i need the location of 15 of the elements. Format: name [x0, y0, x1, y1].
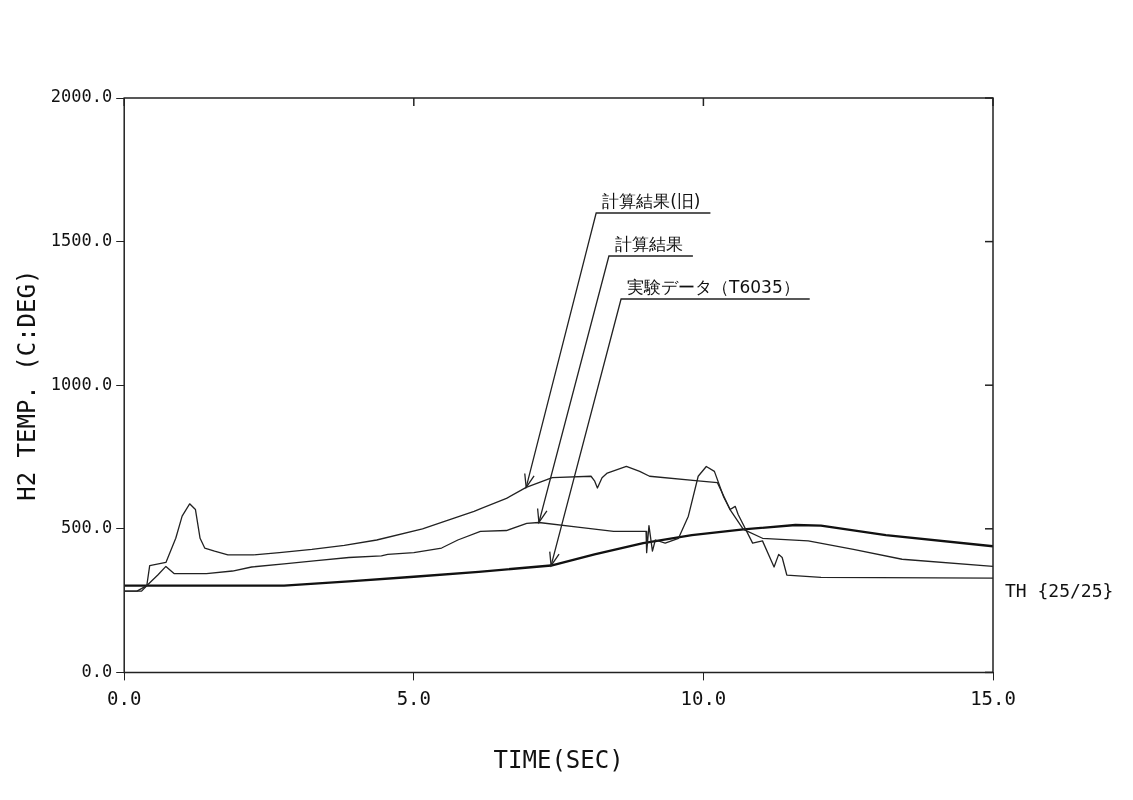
x-axis-title: TIME(SEC) [493, 745, 624, 774]
y-tick-label: 1500.0 [50, 230, 113, 251]
x-tick-label: 15.0 [970, 686, 1016, 709]
annotation: 実験データ（T6035） [627, 277, 800, 297]
annotation: 計算結果 [614, 234, 683, 254]
y-tick-label: 500.0 [61, 517, 113, 538]
y-axis-title: H2 TEMP. (C:DEG) [12, 269, 41, 501]
x-tick-label: 10.0 [680, 686, 727, 709]
x-tick-label: 0.0 [107, 686, 142, 709]
y-tick-label: 1000.0 [50, 373, 113, 394]
y-tick-label: 0.0 [81, 660, 113, 681]
text: TH {25/25} [1005, 580, 1114, 602]
annotation: 計算結果(旧) [602, 191, 701, 211]
x-tick-label: 5.0 [396, 686, 431, 709]
y-tick-label: 2000.0 [50, 86, 113, 107]
